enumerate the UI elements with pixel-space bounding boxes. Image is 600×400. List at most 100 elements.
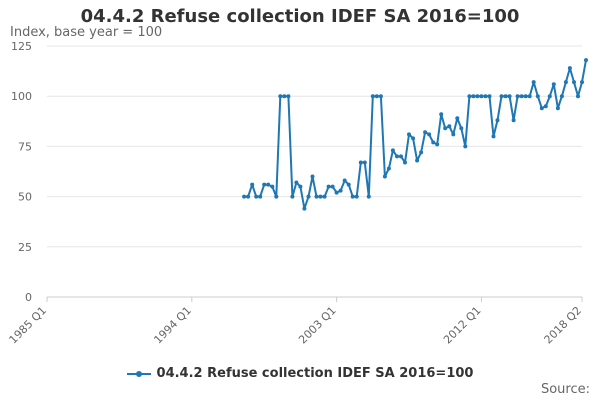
data-point — [515, 94, 520, 99]
data-point — [584, 58, 588, 63]
data-point — [415, 158, 420, 163]
data-point — [431, 140, 436, 145]
data-point — [555, 106, 560, 111]
data-point — [539, 106, 544, 111]
data-point — [427, 132, 432, 137]
data-point — [535, 94, 540, 99]
data-point — [572, 80, 576, 85]
data-point — [399, 154, 403, 159]
data-point — [435, 142, 440, 147]
data-point — [266, 182, 271, 187]
data-point — [302, 206, 307, 211]
data-point — [346, 182, 351, 187]
y-tick-label: 25 — [18, 241, 32, 254]
data-point — [563, 80, 568, 85]
data-point — [314, 194, 319, 199]
data-point — [318, 194, 323, 199]
data-point — [270, 184, 275, 189]
data-point — [354, 194, 359, 199]
data-point — [350, 194, 355, 199]
source-label: Source: — [540, 382, 590, 397]
data-point — [531, 80, 536, 85]
data-point — [386, 166, 391, 171]
data-point — [378, 94, 383, 99]
data-point — [455, 116, 460, 121]
chart-title: 04.4.2 Refuse collection IDEF SA 2016=10… — [80, 6, 520, 27]
data-point — [519, 94, 524, 99]
data-point — [278, 94, 283, 99]
data-point — [254, 194, 259, 199]
data-point — [366, 194, 371, 199]
legend-swatch — [126, 368, 151, 380]
data-point — [330, 184, 335, 189]
data-point — [322, 194, 327, 199]
data-point — [475, 94, 480, 99]
data-point — [507, 94, 512, 99]
data-point — [407, 132, 411, 137]
y-tick-label: 125 — [11, 40, 32, 53]
data-point — [576, 94, 580, 99]
x-tick-label: 2018 Q2 — [542, 304, 585, 347]
data-point — [370, 94, 375, 99]
data-point — [298, 184, 303, 189]
data-point — [471, 94, 476, 99]
data-point — [342, 178, 347, 183]
data-point — [551, 82, 556, 87]
data-point — [527, 94, 532, 99]
data-point — [547, 94, 552, 99]
legend[interactable]: 04.4.2 Refuse collection IDEF SA 2016=10… — [0, 366, 600, 381]
data-point — [286, 94, 291, 99]
data-point — [290, 194, 295, 199]
y-tick-label: 50 — [18, 191, 32, 204]
x-tick-label: 1994 Q1 — [151, 304, 194, 347]
data-point — [447, 124, 452, 129]
data-point — [511, 118, 516, 123]
data-point — [495, 118, 500, 123]
data-point — [463, 144, 468, 149]
data-point — [338, 188, 343, 193]
data-point — [403, 160, 407, 165]
data-point — [242, 194, 247, 199]
y-tick-label: 0 — [25, 291, 32, 304]
data-point — [395, 154, 399, 159]
data-point — [294, 180, 299, 185]
legend-label: 04.4.2 Refuse collection IDEF SA 2016=10… — [156, 366, 474, 381]
data-point — [467, 94, 472, 99]
series-layer — [242, 58, 588, 211]
data-point — [250, 182, 255, 187]
data-point — [523, 94, 528, 99]
data-point — [451, 132, 456, 137]
data-point — [543, 104, 548, 109]
data-point — [282, 94, 287, 99]
data-point — [567, 66, 572, 71]
legend-dot-marker — [135, 370, 142, 377]
data-point — [262, 182, 267, 187]
data-point — [483, 94, 488, 99]
data-point — [362, 160, 367, 165]
data-point — [411, 136, 416, 141]
data-point — [374, 94, 379, 99]
x-axis: 1985 Q1 1994 Q1 2003 Q1 2012 Q1 2018 Q2 — [7, 296, 585, 347]
y-tick-label: 75 — [18, 140, 32, 153]
chart-subtitle: Index, base year = 100 — [10, 25, 163, 40]
data-point — [306, 194, 311, 199]
data-point — [382, 174, 387, 179]
y-tick-label: 100 — [11, 90, 32, 103]
data-point — [326, 184, 331, 189]
data-point — [559, 94, 564, 99]
data-point — [423, 130, 428, 135]
data-point — [459, 126, 464, 131]
x-tick-label: 2012 Q1 — [441, 304, 484, 347]
data-point — [358, 160, 363, 165]
data-point — [390, 148, 395, 153]
data-point — [503, 94, 508, 99]
x-tick-label: 1985 Q1 — [7, 304, 50, 347]
data-point — [580, 80, 584, 85]
data-point — [439, 112, 444, 117]
data-point — [487, 94, 492, 99]
data-point — [443, 126, 448, 131]
data-point — [334, 190, 339, 195]
data-point — [479, 94, 484, 99]
data-point — [419, 150, 424, 155]
